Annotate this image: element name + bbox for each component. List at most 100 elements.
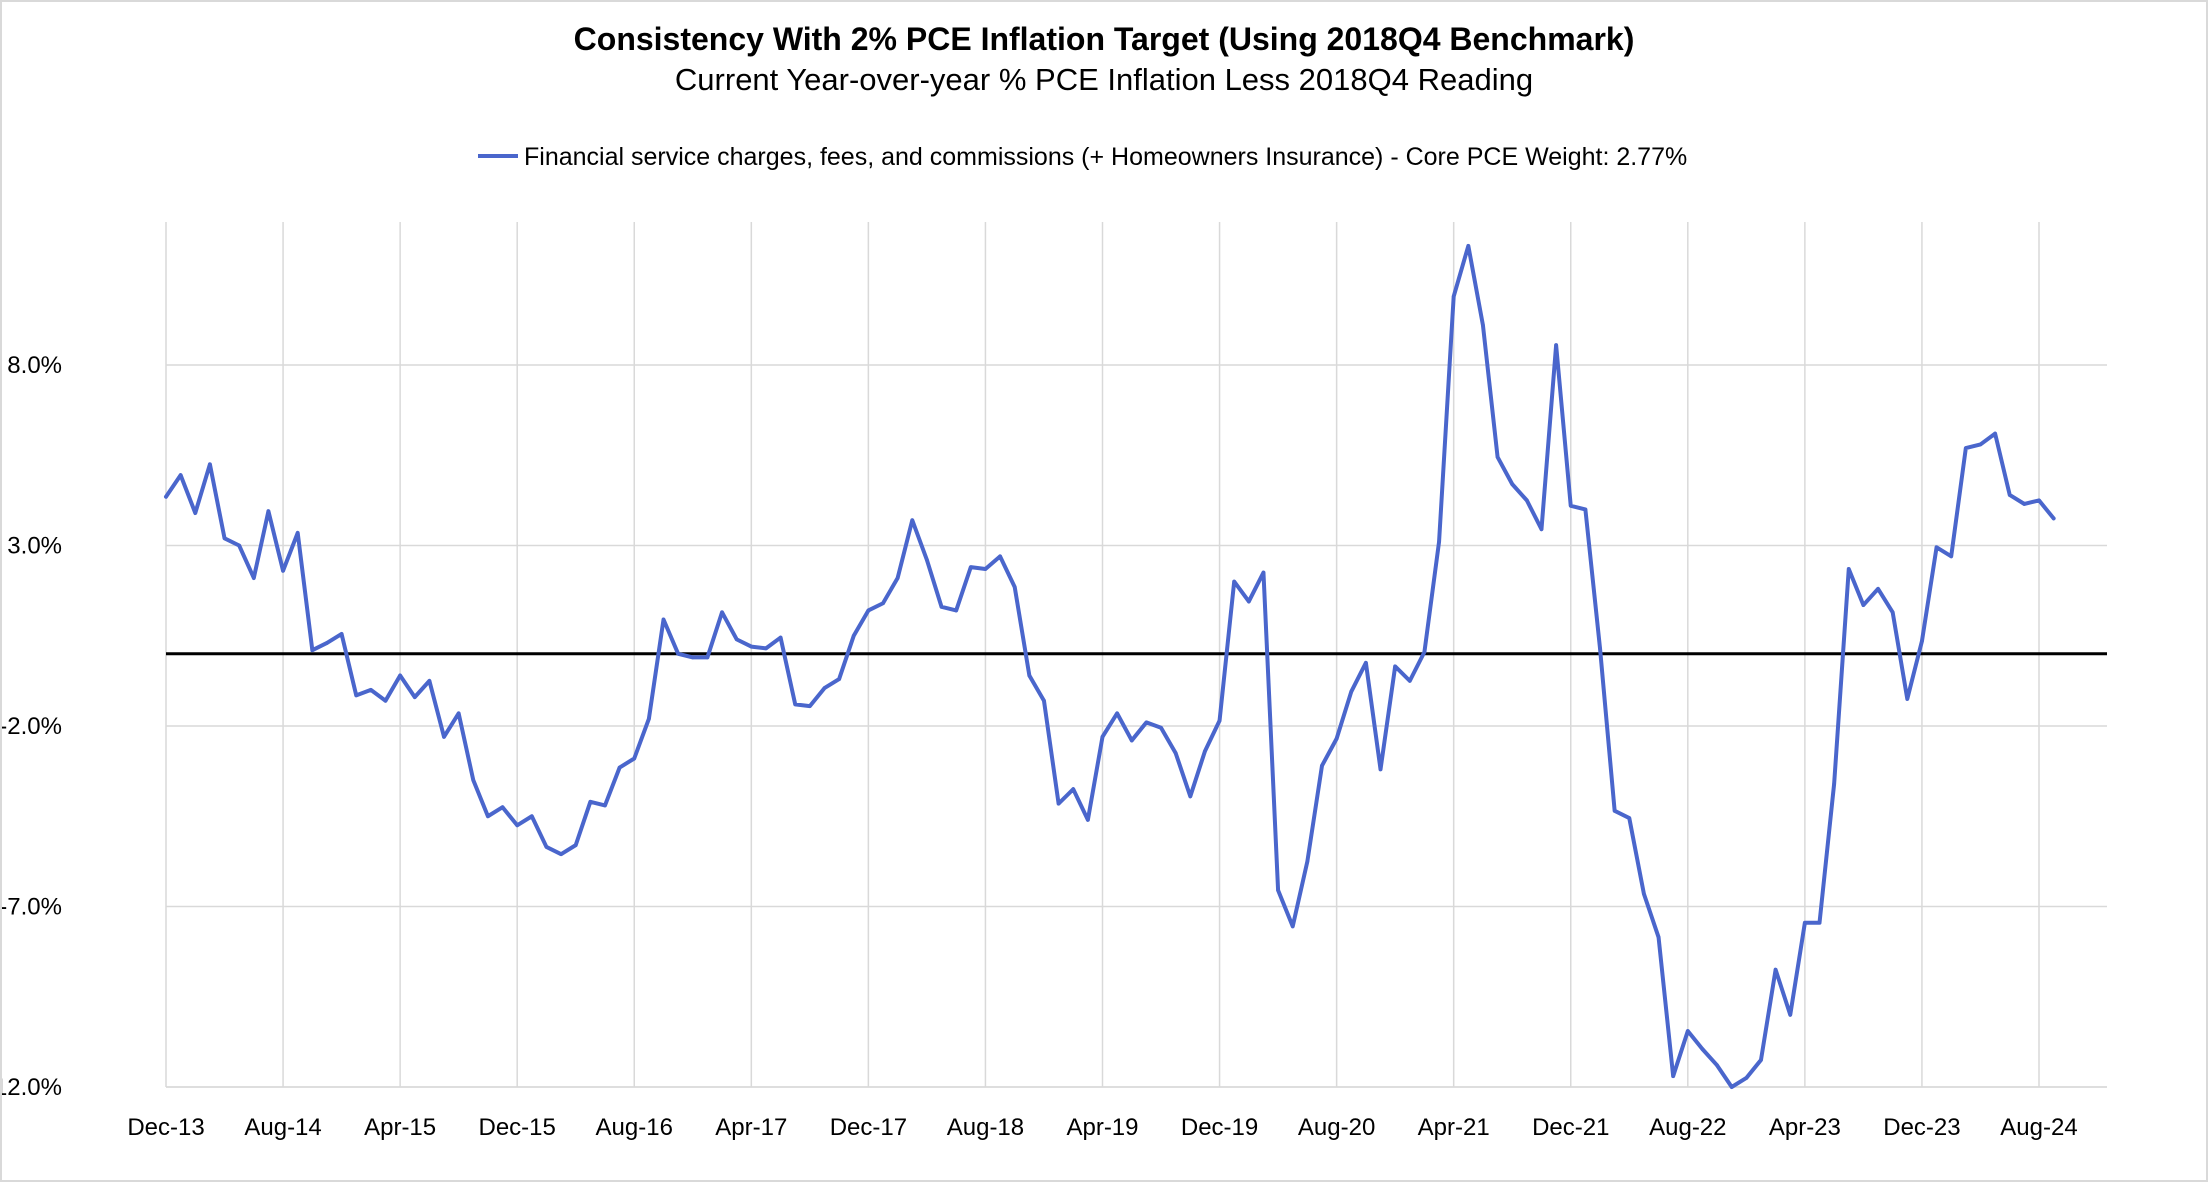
data-point	[1949, 554, 1954, 559]
data-point	[1656, 935, 1661, 939]
data-point	[734, 637, 739, 642]
data-point	[398, 673, 402, 678]
data-point	[925, 558, 929, 562]
data-point	[939, 605, 944, 609]
x-tick-label: Dec-21	[1532, 1114, 1609, 1141]
y-tick-label: 3.0%	[7, 533, 62, 560]
data-point	[632, 756, 637, 761]
data-point	[910, 518, 915, 523]
data-point	[500, 805, 505, 810]
data-point	[1817, 920, 1822, 925]
data-point	[1129, 738, 1134, 743]
data-point	[866, 608, 871, 613]
data-point	[442, 735, 446, 739]
data-point	[1510, 482, 1515, 486]
data-point	[1042, 698, 1046, 703]
data-point	[1583, 507, 1588, 512]
data-point	[515, 823, 519, 828]
data-point	[295, 531, 300, 535]
data-point	[1159, 726, 1163, 730]
data-point	[1627, 816, 1632, 820]
x-tick-label: Dec-15	[479, 1114, 556, 1141]
data-point	[1700, 1047, 1705, 1051]
data-point	[1203, 749, 1207, 754]
x-tick-label: Dec-17	[830, 1114, 907, 1141]
data-point	[1788, 1013, 1793, 1017]
data-point	[1495, 455, 1500, 459]
data-point	[544, 845, 549, 849]
data-point	[1247, 599, 1251, 604]
data-point	[281, 568, 285, 573]
data-point	[1071, 787, 1076, 791]
data-point	[1320, 763, 1324, 768]
data-point	[1173, 751, 1178, 755]
series-line	[164, 243, 2056, 1089]
data-point	[1437, 540, 1441, 544]
data-point	[1905, 697, 1910, 701]
data-point	[1846, 567, 1851, 571]
data-point	[676, 652, 680, 656]
data-point	[1115, 711, 1119, 716]
data-point	[237, 543, 241, 548]
data-point	[1715, 1063, 1719, 1068]
x-tick-label: Apr-15	[364, 1114, 436, 1141]
data-point	[1554, 343, 1558, 347]
data-point	[251, 576, 256, 580]
data-point	[1934, 545, 1939, 550]
data-point	[1451, 294, 1456, 299]
data-point	[573, 843, 578, 847]
data-point	[720, 610, 724, 615]
data-point	[1422, 650, 1427, 654]
chart-title: Consistency With 2% PCE Inflation Target…	[574, 21, 1635, 57]
data-point	[1086, 818, 1090, 822]
data-point	[2007, 493, 2012, 497]
data-point	[369, 688, 373, 692]
data-point	[2037, 498, 2041, 503]
data-point	[954, 608, 958, 613]
data-point	[1920, 639, 1924, 643]
data-point	[603, 803, 607, 808]
x-tick-label: Apr-17	[715, 1114, 787, 1141]
data-point	[427, 679, 432, 683]
legend-label: Financial service charges, fees, and com…	[524, 143, 1687, 171]
data-point	[208, 462, 212, 467]
data-point	[1642, 892, 1646, 896]
y-tick-label: -7.0%	[2, 894, 62, 921]
data-point	[1012, 585, 1017, 589]
data-point	[881, 601, 885, 606]
data-point	[1364, 661, 1368, 665]
data-point	[1334, 736, 1339, 741]
data-point	[1803, 920, 1807, 925]
data-point	[778, 635, 783, 640]
x-tick-label: Aug-22	[1649, 1114, 1726, 1141]
x-tick-label: Apr-19	[1066, 1114, 1138, 1141]
data-point	[530, 814, 534, 819]
x-tick-label: Dec-23	[1883, 1114, 1960, 1141]
x-tick-label: Aug-14	[244, 1114, 321, 1141]
data-point	[808, 704, 812, 708]
data-point	[1729, 1085, 1734, 1089]
x-tick-label: Aug-16	[596, 1114, 673, 1141]
data-point	[325, 641, 329, 645]
data-point	[164, 494, 168, 499]
data-point	[193, 511, 198, 515]
data-point	[1290, 924, 1295, 929]
data-point	[588, 800, 593, 804]
data-point	[222, 536, 227, 541]
data-point	[793, 702, 798, 707]
x-tick-label: Aug-18	[947, 1114, 1024, 1141]
data-point	[1056, 801, 1061, 806]
data-point	[749, 644, 754, 649]
chart-subtitle: Current Year-over-year % PCE Inflation L…	[675, 62, 1533, 97]
data-point	[1276, 888, 1280, 893]
data-point	[2051, 516, 2056, 521]
data-point	[1539, 527, 1544, 532]
data-point	[178, 473, 183, 477]
x-tick-label: Apr-23	[1769, 1114, 1841, 1141]
data-point	[266, 509, 271, 514]
data-point	[661, 617, 666, 622]
data-point	[471, 778, 476, 782]
data-point	[354, 693, 359, 698]
